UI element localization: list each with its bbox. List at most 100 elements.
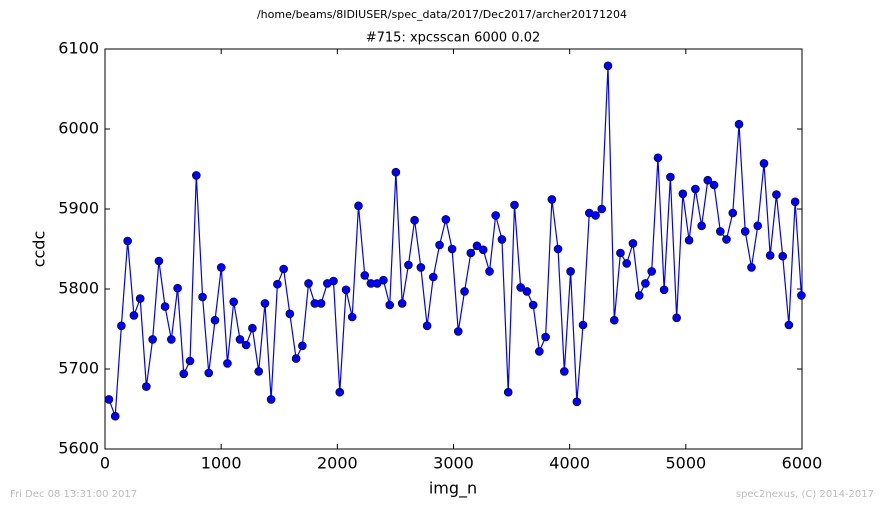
data-point xyxy=(609,315,619,325)
data-point xyxy=(354,201,363,211)
x-tick-label: 4000 xyxy=(549,454,590,473)
data-point xyxy=(547,195,557,204)
data-point xyxy=(198,292,207,302)
data-point xyxy=(566,267,575,276)
data-point xyxy=(790,197,800,207)
data-point xyxy=(142,382,151,391)
data-point xyxy=(659,285,669,295)
data-point xyxy=(273,279,282,289)
data-line xyxy=(108,65,803,417)
data-point xyxy=(472,241,482,251)
data-point xyxy=(510,200,519,210)
data-point xyxy=(460,287,469,296)
data-point xyxy=(528,300,538,310)
data-point xyxy=(404,260,413,270)
data-point xyxy=(254,367,263,376)
data-point xyxy=(210,315,220,325)
data-point xyxy=(765,251,775,260)
data-point xyxy=(453,327,463,336)
data-point xyxy=(110,411,120,421)
data-point xyxy=(634,291,644,300)
footer-left: Fri Dec 08 13:31:00 2017 xyxy=(10,489,137,500)
data-point xyxy=(647,267,656,276)
data-point xyxy=(204,368,214,378)
data-point xyxy=(241,340,251,350)
data-point xyxy=(266,395,276,404)
x-axis-label: img_n xyxy=(429,479,477,499)
data-point xyxy=(391,167,401,177)
data-point xyxy=(416,263,426,272)
data-point xyxy=(684,235,694,245)
data-point xyxy=(179,369,189,379)
y-tick-label: 6000 xyxy=(58,119,99,138)
data-point xyxy=(491,211,500,220)
data-point xyxy=(435,240,444,250)
suptitle: /home/beams/8IDIUSER/spec_data/2017/Dec2… xyxy=(257,8,627,21)
data-point xyxy=(560,367,569,376)
data-point xyxy=(447,244,457,254)
x-tick-label: 0 xyxy=(100,454,110,473)
data-point xyxy=(497,235,507,244)
y-tick-label: 5700 xyxy=(58,359,99,378)
y-axis-label: ccdc xyxy=(30,231,49,268)
data-point xyxy=(653,153,663,163)
data-point xyxy=(516,283,525,292)
data-point xyxy=(335,387,345,397)
x-tick-label: 5000 xyxy=(665,454,706,473)
data-point xyxy=(192,171,201,180)
data-point xyxy=(716,227,725,236)
data-point xyxy=(535,347,544,356)
data-point xyxy=(428,272,438,282)
data-point xyxy=(666,172,675,182)
data-point xyxy=(285,309,295,319)
data-point xyxy=(397,299,407,308)
y-tick-label: 5900 xyxy=(58,199,99,218)
y-tick-label: 5600 xyxy=(58,439,99,458)
data-point xyxy=(148,335,157,344)
data-point xyxy=(703,175,713,185)
x-tick-label: 2000 xyxy=(317,454,358,473)
footer-right: spec2nexus, (C) 2014-2017 xyxy=(736,489,874,500)
data-point xyxy=(329,276,338,286)
data-point xyxy=(772,190,781,199)
data-point xyxy=(672,313,681,323)
data-point xyxy=(740,227,750,236)
data-point xyxy=(117,321,126,331)
data-point xyxy=(347,312,357,322)
data-point xyxy=(541,332,550,342)
data-point xyxy=(691,184,700,194)
data-point xyxy=(759,159,769,168)
data-point xyxy=(522,287,532,296)
data-point xyxy=(260,299,270,308)
data-point xyxy=(160,302,170,311)
data-point xyxy=(603,61,613,71)
y-tick-label: 6100 xyxy=(58,39,99,58)
data-point xyxy=(784,320,794,330)
data-point xyxy=(422,321,432,331)
data-point xyxy=(722,235,731,244)
data-point xyxy=(597,204,607,214)
data-point xyxy=(485,267,494,276)
data-point xyxy=(478,245,488,255)
data-point xyxy=(616,248,625,258)
data-point xyxy=(441,215,451,224)
data-point xyxy=(291,354,301,363)
data-point xyxy=(591,211,600,220)
data-point xyxy=(360,271,370,280)
data-point xyxy=(641,279,650,288)
data-point xyxy=(341,285,351,295)
data-point xyxy=(747,263,756,272)
data-point xyxy=(298,341,307,351)
data-point xyxy=(778,251,788,261)
data-point xyxy=(628,239,638,248)
data-point xyxy=(167,335,176,344)
data-point xyxy=(248,323,257,333)
chart-title: #715: xpcsscan 6000 0.02 xyxy=(366,31,541,46)
data-point xyxy=(709,180,719,190)
x-tick-label: 6000 xyxy=(782,454,823,473)
data-point xyxy=(385,300,395,310)
data-point xyxy=(553,244,563,254)
data-point xyxy=(379,275,388,285)
data-point xyxy=(316,299,326,308)
